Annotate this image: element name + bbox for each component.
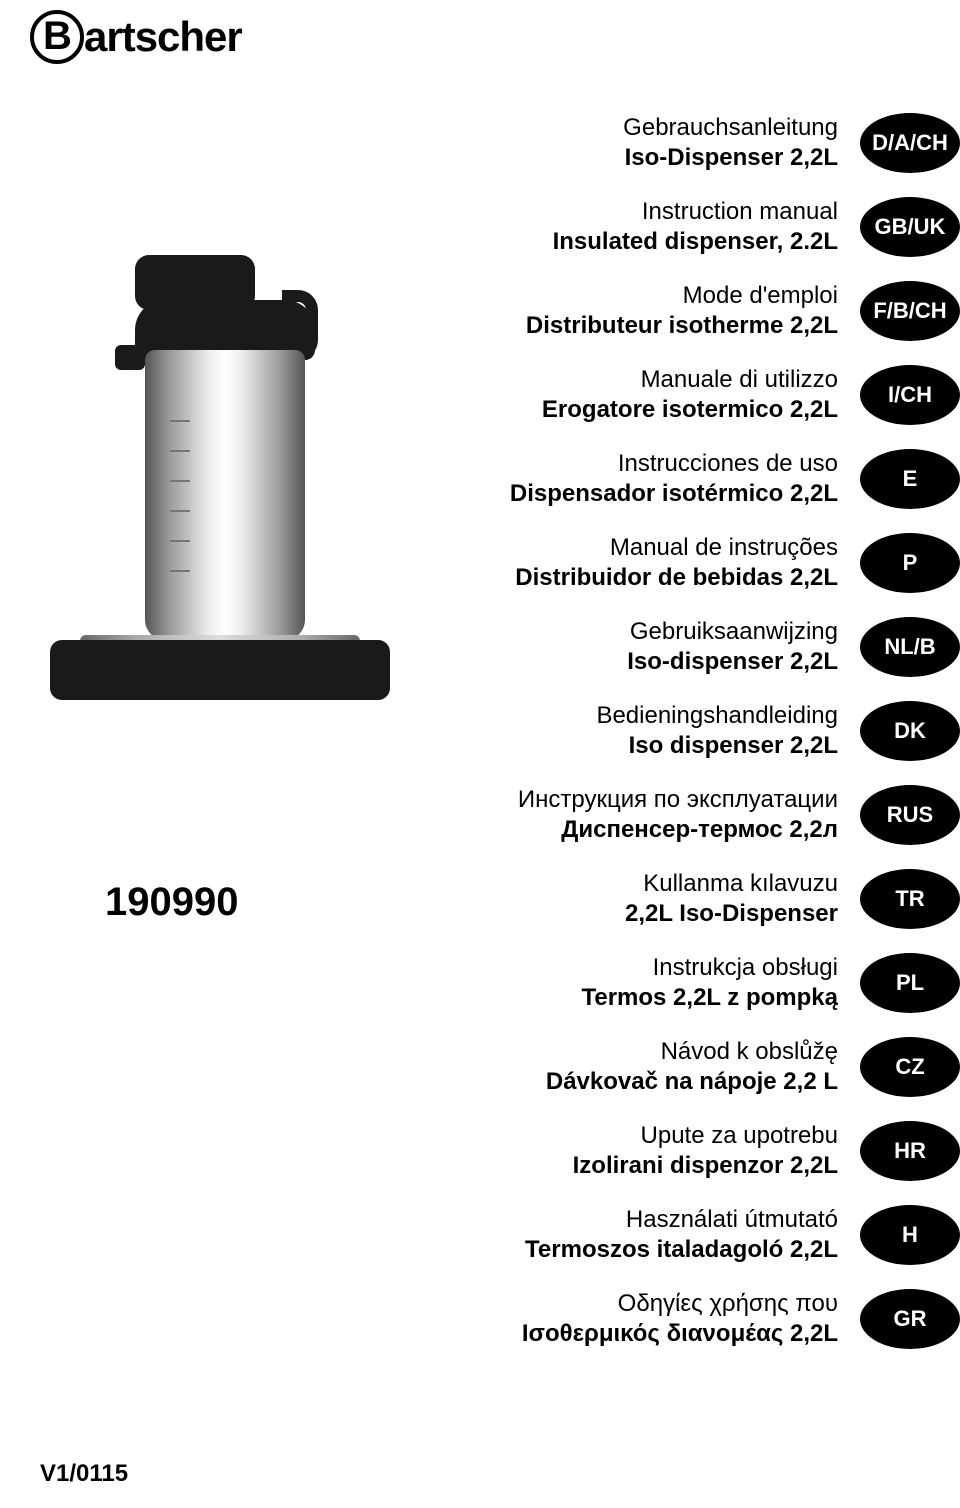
dispenser-base-shape <box>50 640 390 700</box>
language-badge: NL/B <box>860 617 960 677</box>
language-product-name: Ισοθερμικός διανομέας 2,2L <box>430 1320 838 1348</box>
language-badge: PL <box>860 953 960 1013</box>
language-text-block: Instrukcja obsługiTermos 2,2L z pompką <box>430 954 860 1012</box>
language-row: Návod k obslůžęDávkovač na nápoje 2,2 LC… <box>430 1034 960 1100</box>
language-product-name: Termoszos italadagoló 2,2L <box>430 1236 838 1264</box>
language-text-block: BedieningshandleidingIso dispenser 2,2L <box>430 702 860 760</box>
language-row: BedieningshandleidingIso dispenser 2,2LD… <box>430 698 960 764</box>
language-text-block: Návod k obslůžęDávkovač na nápoje 2,2 L <box>430 1038 860 1096</box>
language-row: GebruiksaanwijzingIso-dispenser 2,2LNL/B <box>430 614 960 680</box>
language-row: Manuale di utilizzoErogatore isotermico … <box>430 362 960 428</box>
language-doc-title: Mode d'emploi <box>430 282 838 310</box>
language-product-name: Iso dispenser 2,2L <box>430 732 838 760</box>
language-product-name: Dispensador isotérmico 2,2L <box>430 480 838 508</box>
language-badge: E <box>860 449 960 509</box>
language-badge: F/B/CH <box>860 281 960 341</box>
language-row: Manual de instruçõesDistribuidor de bebi… <box>430 530 960 596</box>
language-badge: RUS <box>860 785 960 845</box>
language-row: Használati útmutatóTermoszos italadagoló… <box>430 1202 960 1268</box>
language-doc-title: Manual de instruções <box>430 534 838 562</box>
language-doc-title: Manuale di utilizzo <box>430 366 838 394</box>
language-product-name: Insulated dispenser, 2.2L <box>430 228 838 256</box>
language-doc-title: Instruction manual <box>430 198 838 226</box>
language-badge: CZ <box>860 1037 960 1097</box>
language-badge: GB/UK <box>860 197 960 257</box>
language-list: GebrauchsanleitungIso-Dispenser 2,2LD/A/… <box>420 110 960 1370</box>
language-product-name: Distribuidor de bebidas 2,2L <box>430 564 838 592</box>
dispenser-spout-shape <box>115 345 145 370</box>
language-badge: P <box>860 533 960 593</box>
language-doc-title: Instrucciones de uso <box>430 450 838 478</box>
language-row: Instruction manualInsulated dispenser, 2… <box>430 194 960 260</box>
language-badge: DK <box>860 701 960 761</box>
main-content: 190990 GebrauchsanleitungIso-Dispenser 2… <box>0 110 960 1370</box>
language-badge: HR <box>860 1121 960 1181</box>
language-row: GebrauchsanleitungIso-Dispenser 2,2LD/A/… <box>430 110 960 176</box>
brand-logo: Bartscher <box>30 10 242 64</box>
language-text-block: Instruction manualInsulated dispenser, 2… <box>430 198 860 256</box>
language-row: Инструкция по эксплуатацииДиспенсер-терм… <box>430 782 960 848</box>
language-doc-title: Návod k obslůžę <box>430 1038 838 1066</box>
language-text-block: GebruiksaanwijzingIso-dispenser 2,2L <box>430 618 860 676</box>
language-text-block: GebrauchsanleitungIso-Dispenser 2,2L <box>430 114 860 172</box>
language-text-block: Manual de instruçõesDistribuidor de bebi… <box>430 534 860 592</box>
dispenser-body-shape <box>145 350 305 640</box>
dispenser-scale-shape <box>170 420 190 600</box>
language-row: Mode d'emploiDistributeur isotherme 2,2L… <box>430 278 960 344</box>
language-badge: H <box>860 1205 960 1265</box>
language-doc-title: Használati útmutató <box>430 1206 838 1234</box>
language-badge: D/A/CH <box>860 113 960 173</box>
language-product-name: Erogatore isotermico 2,2L <box>430 396 838 424</box>
language-doc-title: Instrukcja obsługi <box>430 954 838 982</box>
language-doc-title: Kullanma kılavuzu <box>430 870 838 898</box>
language-badge: I/CH <box>860 365 960 425</box>
language-text-block: Manuale di utilizzoErogatore isotermico … <box>430 366 860 424</box>
language-product-name: Iso-Dispenser 2,2L <box>430 144 838 172</box>
language-row: Instrucciones de usoDispensador isotérmi… <box>430 446 960 512</box>
language-product-name: Izolirani dispenzor 2,2L <box>430 1152 838 1180</box>
product-number: 190990 <box>105 880 238 925</box>
version-footer: V1/0115 <box>40 1460 128 1488</box>
language-text-block: Οδηγίες χρήσης πουΙσοθερμικός διανομέας … <box>430 1290 860 1348</box>
language-text-block: Upute za upotrebuIzolirani dispenzor 2,2… <box>430 1122 860 1180</box>
language-product-name: Termos 2,2L z pompką <box>430 984 838 1012</box>
language-doc-title: Инструкция по эксплуатации <box>430 786 838 814</box>
language-badge: GR <box>860 1289 960 1349</box>
language-product-name: Dávkovač na nápoje 2,2 L <box>430 1068 838 1096</box>
brand-logo-initial: B <box>30 10 84 64</box>
language-product-name: Iso-dispenser 2,2L <box>430 648 838 676</box>
left-column: 190990 <box>0 110 420 1370</box>
brand-logo-text: artscher <box>84 13 242 60</box>
language-row: Kullanma kılavuzu2,2L Iso-DispenserTR <box>430 866 960 932</box>
language-product-name: 2,2L Iso-Dispenser <box>430 900 838 928</box>
language-doc-title: Gebrauchsanleitung <box>430 114 838 142</box>
product-illustration <box>50 220 390 700</box>
language-row: Οδηγίες χρήσης πουΙσοθερμικός διανομέας … <box>430 1286 960 1352</box>
language-doc-title: Upute za upotrebu <box>430 1122 838 1150</box>
language-text-block: Kullanma kılavuzu2,2L Iso-Dispenser <box>430 870 860 928</box>
language-doc-title: Οδηγίες χρήσης που <box>430 1290 838 1318</box>
language-row: Instrukcja obsługiTermos 2,2L z pompkąPL <box>430 950 960 1016</box>
language-doc-title: Gebruiksaanwijzing <box>430 618 838 646</box>
language-text-block: Mode d'emploiDistributeur isotherme 2,2L <box>430 282 860 340</box>
language-badge: TR <box>860 869 960 929</box>
language-row: Upute za upotrebuIzolirani dispenzor 2,2… <box>430 1118 960 1184</box>
language-doc-title: Bedieningshandleiding <box>430 702 838 730</box>
language-text-block: Használati útmutatóTermoszos italadagoló… <box>430 1206 860 1264</box>
language-text-block: Инструкция по эксплуатацииДиспенсер-терм… <box>430 786 860 844</box>
language-product-name: Distributeur isotherme 2,2L <box>430 312 838 340</box>
language-product-name: Диспенсер-термос 2,2л <box>430 816 838 844</box>
language-text-block: Instrucciones de usoDispensador isotérmi… <box>430 450 860 508</box>
